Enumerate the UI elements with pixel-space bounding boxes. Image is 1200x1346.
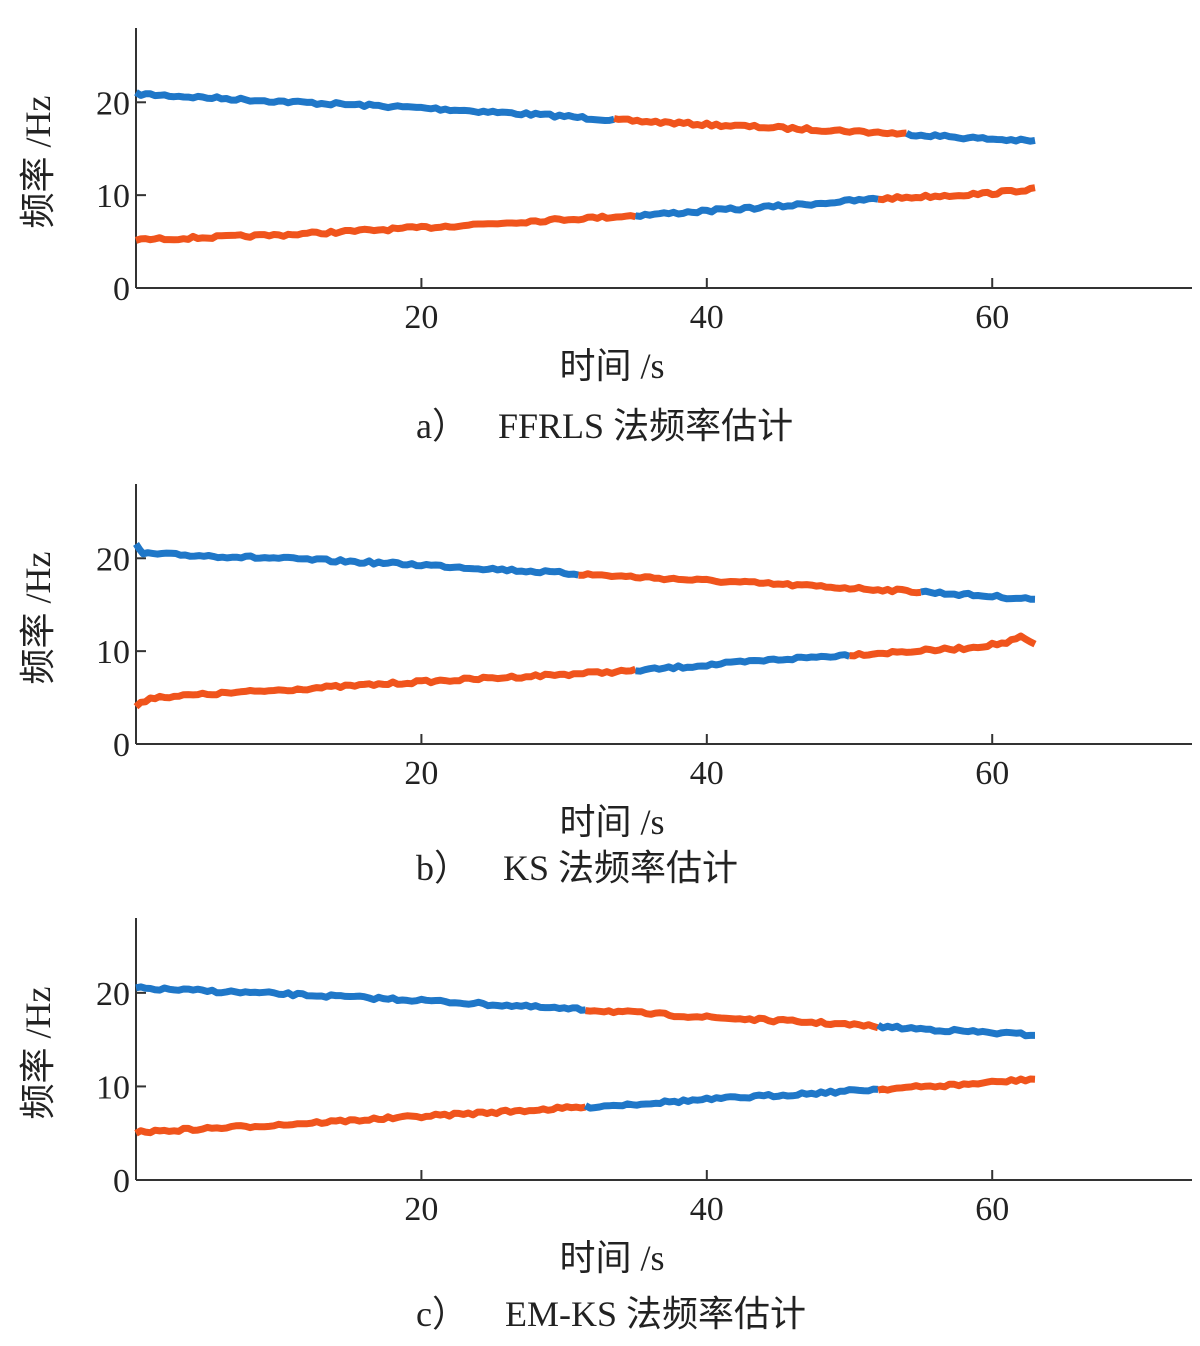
- y-tick-label: 0: [113, 1163, 130, 1200]
- series-1-segment-1-line: [135, 983, 586, 1014]
- chart-panel-3: 20 40 60 0 10 20 时间 /s 频率 /Hz c） EM-KS 法频率估计: [18, 918, 1192, 1334]
- caption-title: EM-KS 法频率估计: [505, 1294, 806, 1334]
- series-2-segment-1-line: [134, 212, 637, 244]
- x-tick-label: 40: [690, 299, 724, 336]
- series-1-segment-2-line: [578, 570, 922, 597]
- y-tick-label: 0: [113, 727, 130, 764]
- caption-label: b）: [416, 848, 470, 888]
- series-2-segment-1-line: [134, 1103, 587, 1137]
- y-tick-label: 10: [96, 1069, 130, 1106]
- series-1-segment-3-line: [876, 1022, 1035, 1040]
- y-tick-label: 10: [96, 634, 130, 671]
- x-tick-label: 60: [975, 299, 1009, 336]
- series-2-segment-2-line: [583, 1085, 879, 1112]
- series-1-segment-3-line: [920, 587, 1036, 603]
- x-tick-label: 60: [975, 1191, 1009, 1228]
- caption-title: KS 法频率估计: [503, 848, 738, 888]
- x-tick-label: 20: [404, 299, 438, 336]
- x-axis-label: 时间 /s: [559, 346, 664, 386]
- series-2-segment-3-line: [849, 632, 1037, 660]
- caption-title: FFRLS 法频率估计: [498, 406, 793, 446]
- series-2-segment-1-line: [133, 665, 637, 710]
- series-1-segment-2-line: [585, 1007, 880, 1032]
- y-tick-label: 0: [113, 271, 130, 308]
- y-tick-label: 20: [96, 541, 130, 578]
- y-axis-label: 频率 /Hz: [18, 552, 58, 685]
- series-1-segment-2-line: [613, 115, 907, 138]
- y-tick-label: 20: [96, 85, 130, 122]
- x-tick-label: 20: [404, 1191, 438, 1228]
- series-2-segment-3-line: [877, 1075, 1036, 1094]
- x-axis-label: 时间 /s: [559, 802, 664, 842]
- y-axis-label: 频率 /Hz: [18, 987, 58, 1120]
- caption-label: c）: [416, 1294, 468, 1334]
- series-1-segment-1-line: [134, 89, 615, 124]
- x-tick-label: 60: [975, 755, 1009, 792]
- series-1-segment-1-line: [133, 541, 580, 579]
- y-tick-label: 10: [96, 178, 130, 215]
- x-tick-label: 40: [690, 755, 724, 792]
- y-axis-label: 频率 /Hz: [18, 96, 58, 229]
- x-tick-label: 40: [690, 1191, 724, 1228]
- series-2-segment-2-line: [635, 651, 851, 675]
- x-tick-label: 20: [404, 755, 438, 792]
- series-2-segment-3-line: [877, 184, 1036, 204]
- caption-label: a）: [416, 406, 468, 446]
- y-tick-label: 20: [96, 976, 130, 1013]
- x-axis-label: 时间 /s: [559, 1238, 664, 1278]
- chart-panel-1: 20 40 60 0 10 20 时间 /s 频率 /Hz a） FFRLS 法频率估计: [18, 28, 1192, 446]
- series-2-segment-2-line: [635, 194, 879, 220]
- series-1-segment-3-line: [905, 130, 1036, 145]
- chart-panel-2: 20 40 60 0 10 20 时间 /s 频率 /Hz b） KS 法频率估计: [18, 484, 1192, 888]
